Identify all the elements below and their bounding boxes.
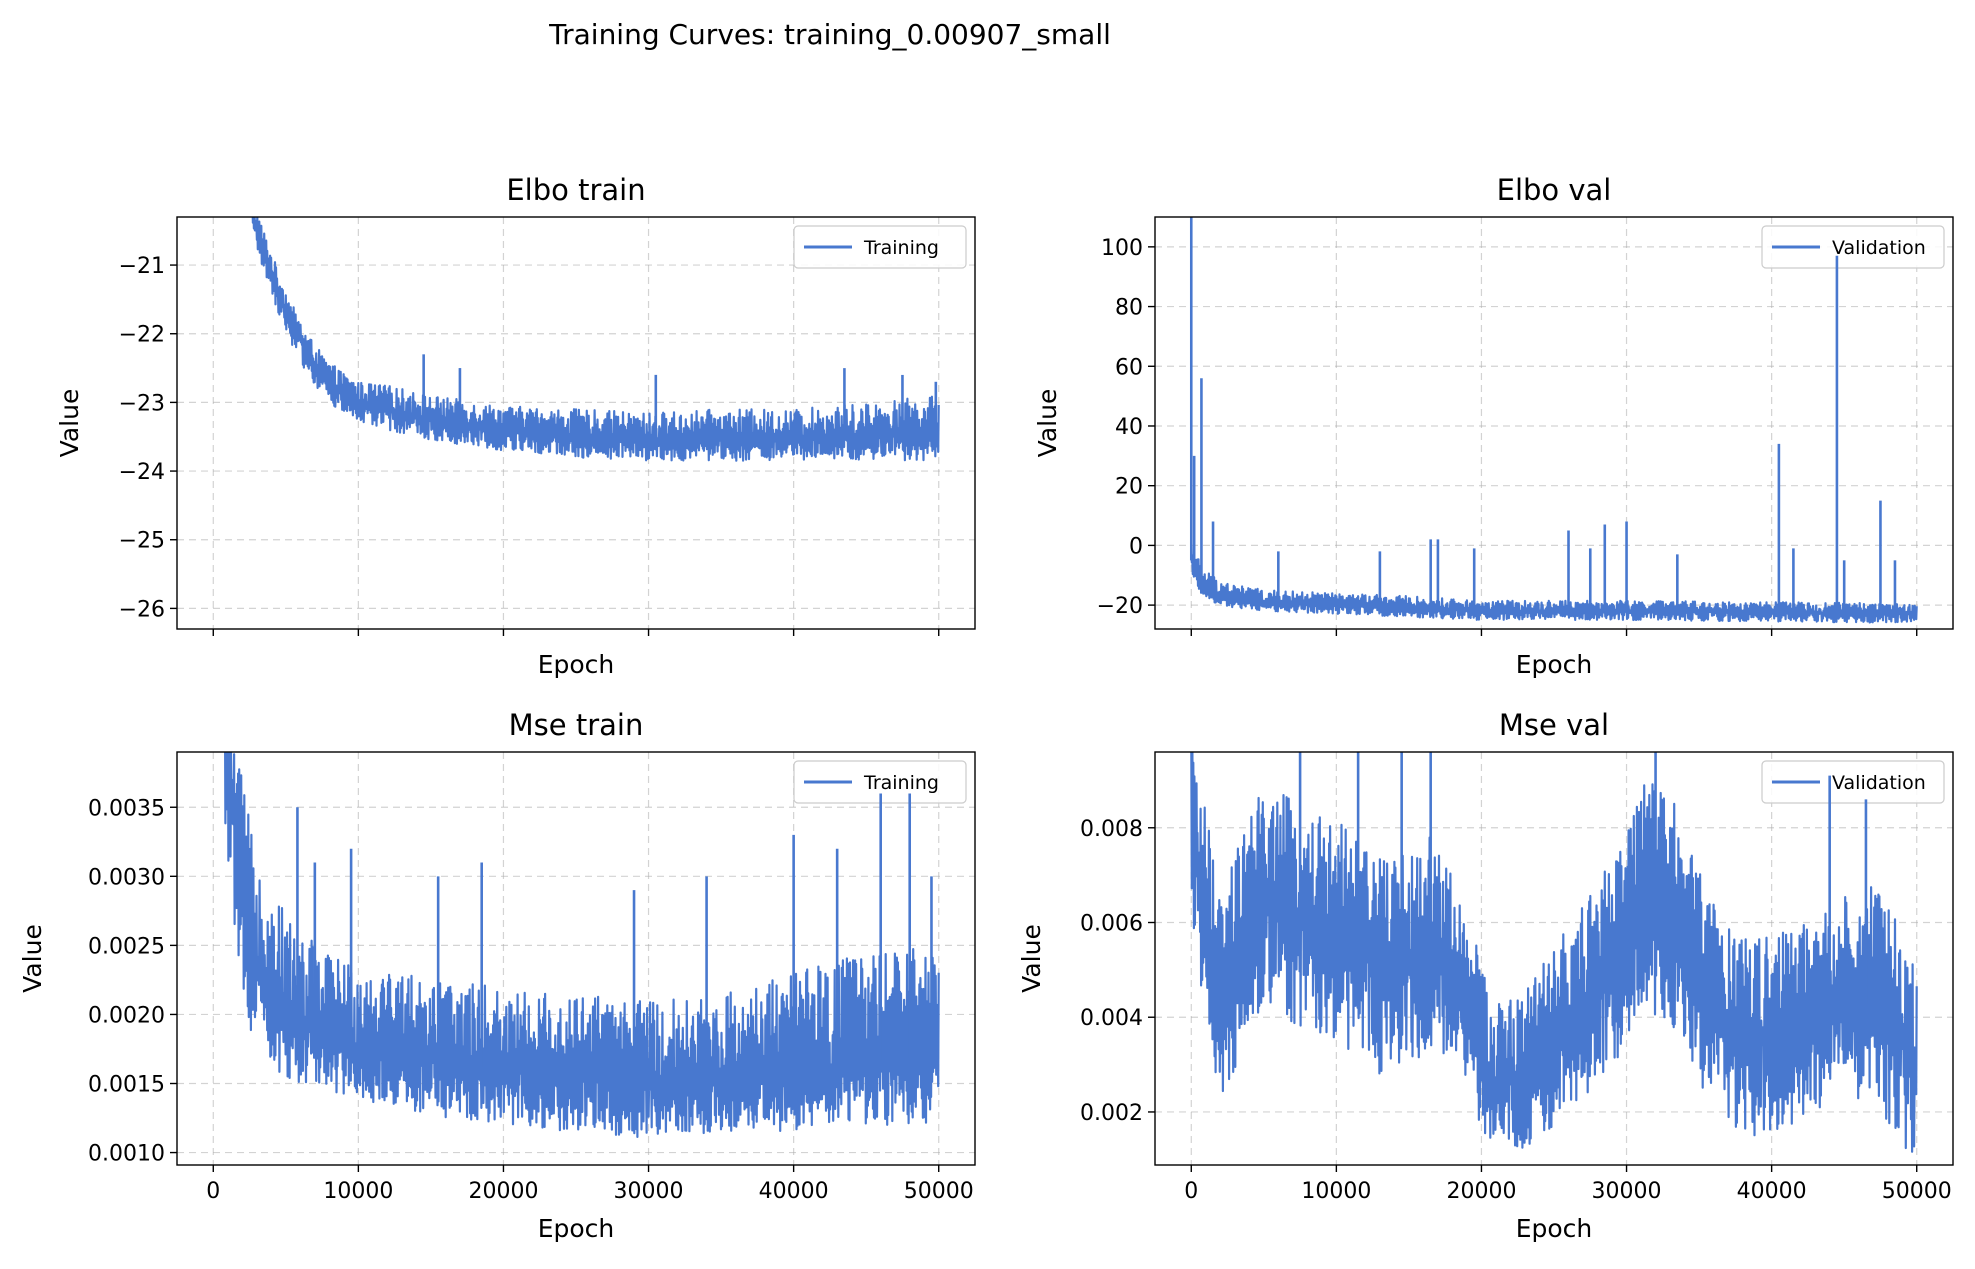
x-tick-label: 10000 [323,1179,393,1204]
mse-val-series-line [1190,752,1918,1153]
y-tick-label: −25 [119,529,165,554]
y-tick-label: −23 [119,391,165,416]
mse-val-ylabel: Value [1017,924,1046,993]
y-tick-label: 0.0020 [88,1003,165,1028]
x-tick-label: 40000 [1737,1179,1807,1204]
elbo-val-legend [1761,225,1945,269]
elbo-val-series-line [1190,537,1918,624]
mse-train-axes-frame [176,751,976,1166]
mse-val-legend-label: Validation [1832,772,1926,794]
elbo-val-axes-frame [1154,216,1954,630]
x-tick-label: 30000 [1592,1179,1662,1204]
y-tick-label: 0.002 [1080,1101,1143,1126]
x-tick-label: 20000 [1446,1179,1516,1204]
x-tick-label: 0 [1184,1179,1198,1204]
elbo-train-ylabel: Value [55,389,84,458]
mse-val-title: Mse val [1499,708,1609,742]
y-tick-label: 0.006 [1080,912,1143,937]
mse-val-xlabel: Epoch [1516,1214,1593,1243]
elbo-val-grid [1155,217,1953,629]
y-tick-label: −26 [119,597,165,622]
mse-val-panel: Mse val Epoch Value Validation 0 10000 200… [1017,708,1954,1243]
elbo-train-series-line [251,217,940,462]
mse-train-legend-label: Training [863,772,939,794]
elbo-train-axes-frame [176,216,976,630]
mse-train-xlabel: Epoch [538,1214,615,1243]
y-tick-label: 0.0030 [88,865,165,890]
x-tick-label: 10000 [1301,1179,1371,1204]
x-tick-label: 30000 [614,1179,684,1204]
y-tick-label: −22 [119,323,165,348]
y-tick-label: 0.004 [1080,1006,1143,1031]
y-tick-label: 100 [1101,236,1143,261]
elbo-val-ylabel: Value [1033,389,1062,458]
elbo-train-title: Elbo train [506,173,645,207]
y-tick-label: −20 [1097,594,1143,619]
y-tick-label: 0 [1129,534,1143,559]
x-tick-label: 40000 [759,1179,829,1204]
mse-train-panel: Mse train Epoch Value Training 0 10000 200… [18,708,976,1243]
elbo-train-legend [793,225,967,269]
elbo-train-xlabel: Epoch [538,650,615,679]
y-tick-label: 40 [1115,415,1143,440]
mse-val-axes-frame [1154,751,1954,1166]
y-tick-label: 20 [1115,475,1143,500]
elbo-val-xlabel: Epoch [1516,650,1593,679]
mse-train-series-line [224,752,940,1138]
elbo-val-title: Elbo val [1497,173,1612,207]
x-tick-label: 50000 [904,1179,974,1204]
y-tick-label: 0.0010 [88,1142,165,1167]
y-tick-label: 0.0035 [88,796,165,821]
y-tick-label: 0.0025 [88,934,165,959]
mse-train-title: Mse train [509,708,644,742]
y-tick-label: 0.008 [1080,817,1143,842]
x-tick-label: 0 [206,1179,220,1204]
y-tick-label: 80 [1115,296,1143,321]
y-tick-label: −21 [119,254,165,279]
mse-train-ylabel: Value [18,924,47,993]
y-tick-label: 60 [1115,355,1143,380]
elbo-val-legend-label: Validation [1832,237,1926,259]
figure-title: Training Curves: training_0.00907_small [548,18,1111,51]
mse-val-legend [1761,760,1945,804]
x-tick-label: 20000 [468,1179,538,1204]
y-tick-label: 0.0015 [88,1073,165,1098]
x-tick-label: 50000 [1882,1179,1952,1204]
elbo-val-panel: Elbo val Epoch Value Validation 100 80 60 4… [1033,173,1954,679]
y-tick-label: −24 [119,460,165,485]
elbo-train-panel: Elbo train Epoch Value Training −21 −22 −2… [55,173,976,679]
elbo-train-legend-label: Training [863,237,939,259]
